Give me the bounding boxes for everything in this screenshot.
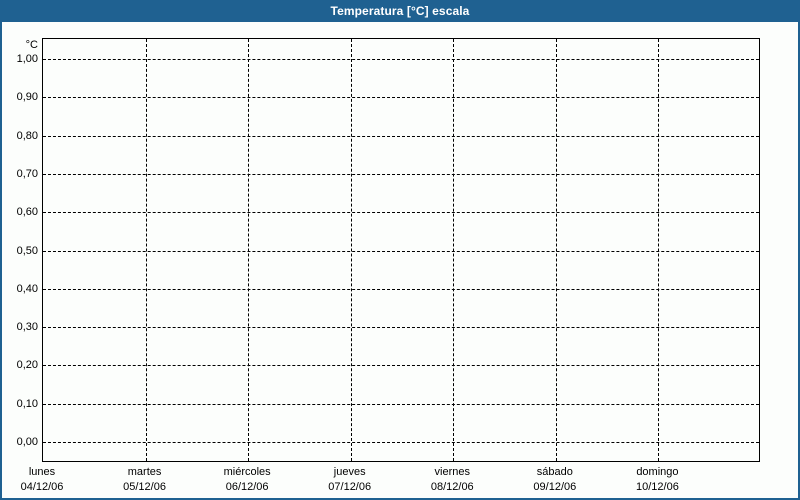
x-axis-tick-label: sábado 09/12/06	[500, 465, 610, 495]
y-axis-tick-label: 0,10	[16, 397, 38, 410]
horizontal-gridline	[43, 212, 759, 214]
x-axis-day-name: domingo	[636, 466, 679, 478]
y-axis-tick-label: 1,00	[16, 53, 38, 65]
y-axis-unit-label: °C	[25, 39, 38, 51]
x-axis-date: 10/12/06	[636, 481, 679, 493]
horizontal-gridline	[43, 442, 759, 443]
y-axis-tick-label: 0,50	[16, 244, 38, 257]
x-axis-tick-label: lunes 04/12/06	[0, 465, 97, 495]
y-axis-tick-label: 0,20	[16, 359, 38, 372]
vertical-gridline	[453, 39, 454, 461]
y-axis-tick-label: 0,70	[16, 167, 38, 180]
y-axis-tick-label: 0,80	[16, 129, 38, 142]
x-axis-day-name: sábado	[536, 466, 573, 478]
horizontal-gridline	[43, 365, 759, 367]
vertical-gridline	[248, 39, 249, 461]
horizontal-gridline	[43, 173, 759, 175]
vertical-gridline	[556, 39, 557, 461]
x-axis-date: 04/12/06	[20, 481, 64, 493]
x-axis-tick-label: martes 05/12/06	[90, 465, 200, 495]
horizontal-gridline	[43, 59, 759, 60]
horizontal-gridline	[43, 135, 759, 137]
chart-title-bar: Temperatura [°C] escala	[0, 0, 800, 22]
x-axis-date: 07/12/06	[328, 481, 372, 493]
y-axis-tick-label: 0,60	[16, 206, 38, 219]
horizontal-gridline	[43, 403, 759, 405]
x-axis-day-name: jueves	[333, 466, 366, 478]
x-axis-day-name: miércoles	[223, 466, 271, 478]
x-axis-date: 09/12/06	[533, 481, 577, 493]
x-axis-day-name: martes	[127, 466, 162, 478]
chart-title: Temperatura [°C] escala	[330, 4, 470, 18]
x-axis-date: 05/12/06	[123, 481, 166, 493]
horizontal-gridline	[43, 250, 759, 252]
horizontal-gridline	[43, 288, 759, 290]
horizontal-gridline	[43, 97, 759, 99]
y-axis-tick-label: 0,90	[16, 91, 38, 104]
vertical-gridline	[658, 39, 659, 461]
vertical-gridline	[146, 39, 147, 461]
x-axis-tick-label: miércoles 06/12/06	[192, 465, 302, 495]
x-axis-tick-label: domingo 10/12/06	[602, 465, 712, 495]
vertical-gridline	[351, 39, 352, 461]
x-axis-day-name: viernes	[434, 466, 471, 478]
x-axis-tick-label: jueves 07/12/06	[295, 465, 405, 495]
x-axis-date: 08/12/06	[430, 481, 474, 493]
horizontal-gridline	[43, 327, 759, 329]
y-axis-tick-label: 0,30	[16, 321, 38, 334]
y-axis-tick-label: 0,40	[16, 282, 38, 295]
x-axis-date: 06/12/06	[225, 481, 269, 493]
x-axis-day-name: lunes	[28, 466, 56, 478]
plot-area	[42, 38, 760, 462]
y-axis-tick-label: 0,00	[16, 436, 38, 448]
x-axis-tick-label: viernes 08/12/06	[397, 465, 507, 495]
